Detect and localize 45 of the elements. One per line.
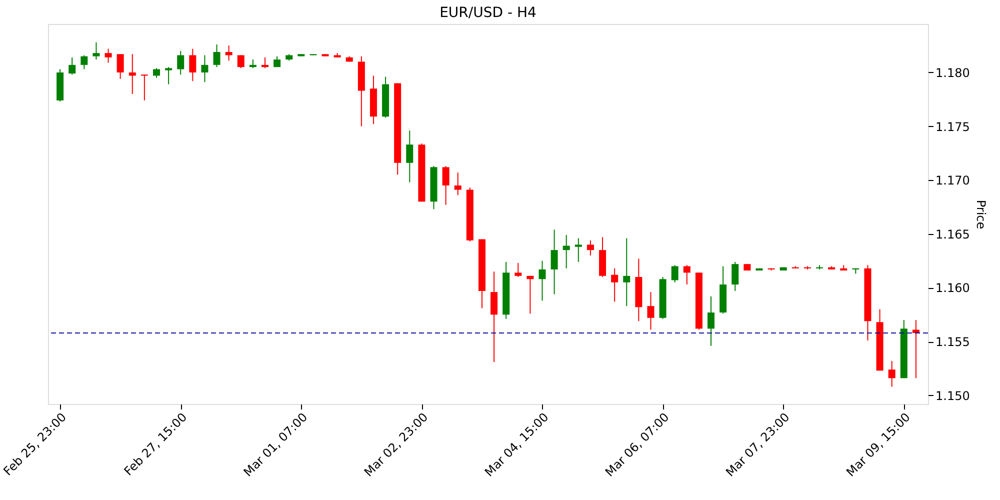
candlestick (406, 130, 414, 183)
candlestick (225, 45, 232, 62)
candlestick (550, 229, 558, 295)
candlestick (80, 54, 88, 70)
y-tick-label: 1.175 (936, 120, 970, 134)
candlestick (526, 275, 534, 314)
y-tick-label: 1.160 (936, 281, 970, 296)
candlestick (92, 42, 100, 60)
candlestick (68, 56, 76, 76)
candlestick (201, 54, 208, 83)
candlestick (140, 74, 148, 101)
candlestick (671, 264, 678, 283)
candlestick (189, 48, 196, 82)
candlestick (647, 292, 654, 330)
candlestick (732, 261, 739, 292)
candlestick (116, 54, 124, 80)
candlestick (490, 271, 498, 363)
candlestick (165, 66, 172, 85)
candlestick (574, 238, 582, 262)
candlestick (514, 262, 522, 278)
y-tick-label: 1.165 (936, 227, 970, 242)
candlestick (442, 166, 450, 206)
candlestick (104, 48, 112, 64)
candlestick (128, 54, 136, 94)
chart-title: EUR/USD - H4 (440, 5, 537, 21)
candlestick (213, 44, 220, 68)
y-tick-label: 1.180 (936, 66, 970, 80)
candlestick (611, 268, 618, 302)
candlestick (261, 56, 268, 69)
candlestick (683, 264, 690, 286)
candlestick (454, 172, 462, 196)
candlestick (623, 238, 630, 307)
y-tick-label: 1.150 (936, 388, 970, 403)
y-axis-title: Price (974, 200, 988, 230)
candlestick (888, 360, 896, 388)
candlestick (177, 50, 184, 76)
y-tick-label: 1.155 (936, 335, 970, 350)
candlestick (708, 296, 715, 346)
candlestick (562, 234, 570, 269)
candlestick (237, 54, 244, 69)
candlestick (586, 240, 594, 256)
candlestick (538, 260, 546, 302)
candlestick (152, 68, 160, 78)
y-tick-label: 1.170 (936, 174, 970, 188)
candlestick (912, 320, 920, 379)
